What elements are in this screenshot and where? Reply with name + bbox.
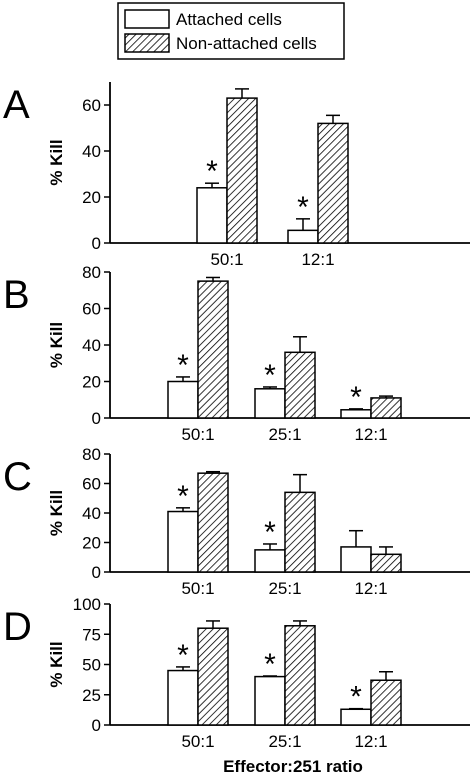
legend-swatch-open <box>124 9 170 29</box>
y-tick-label: 75 <box>82 625 101 644</box>
legend: Attached cells Non-attached cells <box>117 2 345 60</box>
x-category-label: 25:1 <box>268 732 301 751</box>
x-category-label: 50:1 <box>181 425 214 444</box>
x-category-label: 12:1 <box>354 425 387 444</box>
significance-asterisk: * <box>177 480 189 513</box>
legend-label-non-attached: Non-attached cells <box>176 34 317 53</box>
y-tick-label: 0 <box>92 409 101 428</box>
bar-non-attached <box>370 679 402 726</box>
y-tick-label: 20 <box>82 373 101 392</box>
bar-attached <box>254 549 286 573</box>
panel-letter-c: C <box>3 455 32 499</box>
bar-attached <box>167 669 199 726</box>
y-tick-label: 100 <box>73 595 101 614</box>
bar-non-attached <box>197 280 229 419</box>
x-category-label: 50:1 <box>181 579 214 598</box>
panel-a: A % Kill 0 20 40 60 50:1 * 12:1 * <box>3 82 470 269</box>
significance-asterisk: * <box>177 349 189 382</box>
y-axis-label: % Kill <box>47 490 66 536</box>
bar-attached <box>254 388 286 419</box>
significance-asterisk: * <box>297 191 309 224</box>
bar-attached <box>287 229 319 244</box>
bar-non-attached <box>284 625 316 726</box>
x-axis-title: Effector:251 ratio <box>223 757 363 776</box>
significance-asterisk: * <box>264 648 276 681</box>
legend-swatch-hatched <box>124 33 170 53</box>
bar-non-attached <box>197 472 229 573</box>
y-tick-label: 25 <box>82 686 101 705</box>
y-tick-label: 60 <box>82 300 101 319</box>
significance-asterisk: * <box>350 381 362 414</box>
y-tick-label: 20 <box>82 188 101 207</box>
x-category-label: 50:1 <box>210 250 243 269</box>
panel-letter-b: B <box>3 273 30 317</box>
y-tick-label: 60 <box>82 96 101 115</box>
y-tick-label: 40 <box>82 336 101 355</box>
y-tick-label: 80 <box>82 263 101 282</box>
x-category-label: 50:1 <box>181 732 214 751</box>
y-tick-label: 50 <box>82 656 101 675</box>
y-tick-label: 60 <box>82 475 101 494</box>
legend-label-attached: Attached cells <box>176 10 282 29</box>
y-tick-label: 0 <box>92 563 101 582</box>
bar-attached <box>196 187 228 244</box>
bar-non-attached <box>197 627 229 726</box>
y-tick-label: 40 <box>82 504 101 523</box>
y-tick-label: 40 <box>82 142 101 161</box>
y-tick-label: 0 <box>92 716 101 735</box>
y-tick-label: 20 <box>82 534 101 553</box>
x-category-label: 12:1 <box>354 732 387 751</box>
significance-asterisk: * <box>350 681 362 714</box>
panel-b: B % Kill 0 20 40 60 80 50:1 * 25:1 * 12:1 * <box>3 263 470 444</box>
bar-non-attached <box>317 122 349 244</box>
bar-attached <box>167 510 199 573</box>
panel-c: C % Kill 0 20 40 60 80 50:1 * 25:1 * 12:1 <box>3 445 470 598</box>
panel-letter-a: A <box>3 83 30 127</box>
x-category-label: 25:1 <box>268 579 301 598</box>
bar-attached <box>167 380 199 419</box>
bar-non-attached <box>370 397 402 419</box>
x-category-label: 12:1 <box>301 250 334 269</box>
y-axis-label: % Kill <box>47 641 66 687</box>
significance-asterisk: * <box>264 359 276 392</box>
significance-asterisk: * <box>206 155 218 188</box>
y-axis-label: % Kill <box>47 139 66 185</box>
y-axis-label: % Kill <box>47 322 66 368</box>
bar-non-attached <box>226 97 258 244</box>
bar-attached <box>340 546 372 573</box>
significance-asterisk: * <box>177 639 189 672</box>
panel-d: D % Kill 0 25 50 75 100 50:1 * 25:1 * 12:1 * <box>3 595 470 751</box>
significance-asterisk: * <box>264 516 276 549</box>
y-tick-label: 0 <box>92 234 101 253</box>
panel-letter-d: D <box>3 605 32 649</box>
bar-non-attached <box>284 351 316 419</box>
x-category-label: 25:1 <box>268 425 301 444</box>
x-category-label: 12:1 <box>354 579 387 598</box>
bar-attached <box>254 675 286 726</box>
bar-non-attached <box>284 491 316 573</box>
y-tick-label: 80 <box>82 445 101 464</box>
bar-non-attached <box>370 553 402 573</box>
